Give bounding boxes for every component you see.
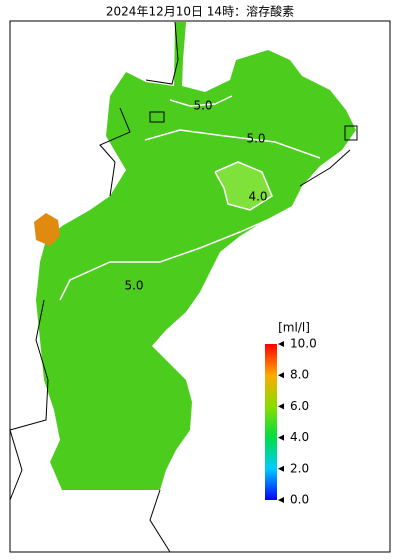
colorbar-tick-label: 10.0 — [290, 337, 317, 351]
contour-lines — [59, 95, 321, 301]
colorbar-tick-label: 4.0 — [290, 430, 309, 444]
colorbar-tick-label: 0.0 — [290, 493, 309, 507]
title: 2024年12月10日 14時：溶存酸素 — [106, 4, 294, 19]
colorbar-tick-label: 6.0 — [290, 399, 309, 413]
colorbar-tick-label: 2.0 — [290, 461, 309, 475]
colorbar-tick-label: 8.0 — [290, 368, 309, 382]
contour-label: 4.0 — [248, 190, 267, 204]
high-oxygen-zone — [34, 213, 60, 246]
colorbar-tick — [278, 372, 284, 379]
bay-area — [36, 22, 356, 490]
colorbar-tick — [278, 497, 284, 503]
colorbar-tick — [278, 434, 284, 441]
colorbar-tick — [278, 341, 284, 347]
contour-label: 5.0 — [246, 132, 265, 146]
colorbar-tick — [278, 403, 284, 410]
colorbar-tick — [278, 465, 284, 472]
contour-label: 5.0 — [193, 99, 212, 113]
contour-label: 5.0 — [124, 279, 143, 293]
low-oxygen-zone — [215, 162, 272, 210]
colorbar-unit: [ml/l] — [278, 321, 310, 335]
colorbar — [265, 344, 277, 500]
coastline — [9, 21, 358, 553]
